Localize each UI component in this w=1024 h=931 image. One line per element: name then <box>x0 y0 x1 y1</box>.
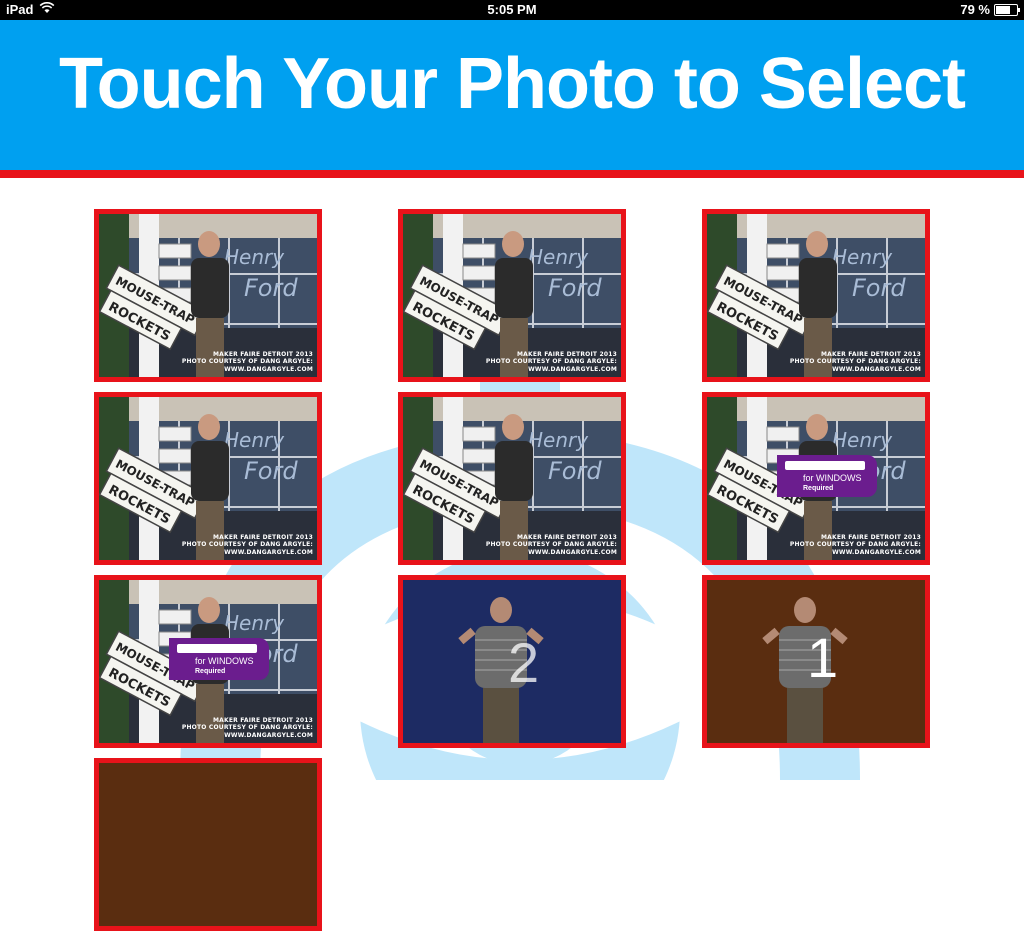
photo-image: Henry Ford MOUSE-TRAP ROCKETS <box>707 214 925 377</box>
svg-text:Ford: Ford <box>548 457 602 485</box>
caption-line-2: PHOTO COURTESY OF DANG ARGYLE: WWW.DANGA… <box>181 541 313 557</box>
svg-text:Henry: Henry <box>224 245 285 269</box>
caption-line-1: MAKER FAIRE DETROIT 2013 <box>517 533 617 541</box>
photo-image: Henry Ford MOUSE-TRAP ROCKETS <box>99 214 317 377</box>
caption-line-1: MAKER FAIRE DETROIT 2013 <box>213 350 313 358</box>
caption-line-2: PHOTO COURTESY OF DANG ARGYLE: WWW.DANGA… <box>789 541 921 557</box>
kinect-logo-icon <box>785 461 865 470</box>
photo-image: Henry Ford MOUSE-TRAP ROCKETS <box>99 397 317 560</box>
photo-tile[interactable]: 1 <box>702 575 930 748</box>
photo-tile[interactable]: Henry Ford MOUSE-TRAP ROCKETS MAKER FAIR… <box>94 575 322 748</box>
svg-text:Henry: Henry <box>224 611 285 635</box>
photo-credit-caption: MAKER FAIRE DETROIT 2013 PHOTO COURTESY O… <box>99 534 313 557</box>
caption-line-2: PHOTO COURTESY OF DANG ARGYLE: WWW.DANGA… <box>485 541 617 557</box>
svg-text:Henry: Henry <box>224 428 285 452</box>
photo-tile-partial[interactable] <box>94 758 322 931</box>
photo-image: Henry Ford MOUSE-TRAP ROCKETS <box>403 397 621 560</box>
svg-text:Henry: Henry <box>832 428 893 452</box>
photo-tile[interactable]: Henry Ford MOUSE-TRAP ROCKETS MAKER FAIR… <box>94 209 322 382</box>
photo-grid: Henry Ford MOUSE-TRAP ROCKETS MAKER FAIR… <box>94 209 930 748</box>
badge-subtext: Required <box>803 485 834 492</box>
header-banner: Touch Your Photo to Select <box>0 20 1024 170</box>
caption-line-1: MAKER FAIRE DETROIT 2013 <box>821 533 921 541</box>
photo-tile[interactable]: Henry Ford MOUSE-TRAP ROCKETS MAKER FAIR… <box>702 209 930 382</box>
photo-tile[interactable]: Henry Ford MOUSE-TRAP ROCKETS MAKER FAIR… <box>702 392 930 565</box>
photo-image <box>707 580 925 743</box>
caption-line-2: PHOTO COURTESY OF DANG ARGYLE: WWW.DANGA… <box>181 724 313 740</box>
caption-line-1: MAKER FAIRE DETROIT 2013 <box>517 350 617 358</box>
battery-icon <box>994 3 1020 16</box>
svg-text:Ford: Ford <box>852 274 906 302</box>
badge-subtext: Required <box>195 668 226 675</box>
countdown-number: 1 <box>807 626 839 689</box>
svg-text:Ford: Ford <box>244 274 298 302</box>
kinect-logo-icon <box>177 644 257 653</box>
photo-tile[interactable]: Henry Ford MOUSE-TRAP ROCKETS MAKER FAIR… <box>94 392 322 565</box>
wifi-icon <box>39 1 55 17</box>
photo-credit-caption: MAKER FAIRE DETROIT 2013 PHOTO COURTESY O… <box>99 717 313 740</box>
photo-credit-caption: MAKER FAIRE DETROIT 2013 PHOTO COURTESY O… <box>707 351 921 374</box>
device-label: iPad <box>6 2 34 17</box>
battery-percent: 79 % <box>960 2 990 17</box>
svg-text:Ford: Ford <box>548 274 602 302</box>
caption-line-2: PHOTO COURTESY OF DANG ARGYLE: WWW.DANGA… <box>181 358 313 374</box>
photo-tile[interactable]: Henry Ford MOUSE-TRAP ROCKETS MAKER FAIR… <box>398 392 626 565</box>
kinect-badge: for WINDOWS Required <box>169 638 269 680</box>
page-title: Touch Your Photo to Select <box>58 44 966 124</box>
caption-line-1: MAKER FAIRE DETROIT 2013 <box>821 350 921 358</box>
photo-credit-caption: MAKER FAIRE DETROIT 2013 PHOTO COURTESY O… <box>99 351 313 374</box>
badge-text: for WINDOWS <box>195 656 254 666</box>
status-time: 5:05 PM <box>487 2 537 17</box>
badge-text: for WINDOWS <box>803 473 862 483</box>
photo-credit-caption: MAKER FAIRE DETROIT 2013 PHOTO COURTESY O… <box>403 351 617 374</box>
kinect-badge: for WINDOWS Required <box>777 455 877 497</box>
caption-line-2: PHOTO COURTESY OF DANG ARGYLE: WWW.DANGA… <box>789 358 921 374</box>
photo-tile[interactable]: Henry Ford MOUSE-TRAP ROCKETS MAKER FAIR… <box>398 209 626 382</box>
photo-credit-caption: MAKER FAIRE DETROIT 2013 PHOTO COURTESY O… <box>403 534 617 557</box>
photo-image <box>403 580 621 743</box>
svg-text:Ford: Ford <box>244 457 298 485</box>
svg-text:Henry: Henry <box>528 245 589 269</box>
status-bar: iPad 5:05 PM 79 % <box>0 0 1024 20</box>
photo-tile[interactable]: 2 <box>398 575 626 748</box>
photo-credit-caption: MAKER FAIRE DETROIT 2013 PHOTO COURTESY O… <box>707 534 921 557</box>
header-divider <box>0 170 1024 178</box>
caption-line-2: PHOTO COURTESY OF DANG ARGYLE: WWW.DANGA… <box>485 358 617 374</box>
svg-text:Henry: Henry <box>832 245 893 269</box>
caption-line-1: MAKER FAIRE DETROIT 2013 <box>213 533 313 541</box>
countdown-number: 2 <box>508 631 540 694</box>
svg-text:Henry: Henry <box>528 428 589 452</box>
caption-line-1: MAKER FAIRE DETROIT 2013 <box>213 716 313 724</box>
photo-image: Henry Ford MOUSE-TRAP ROCKETS <box>403 214 621 377</box>
